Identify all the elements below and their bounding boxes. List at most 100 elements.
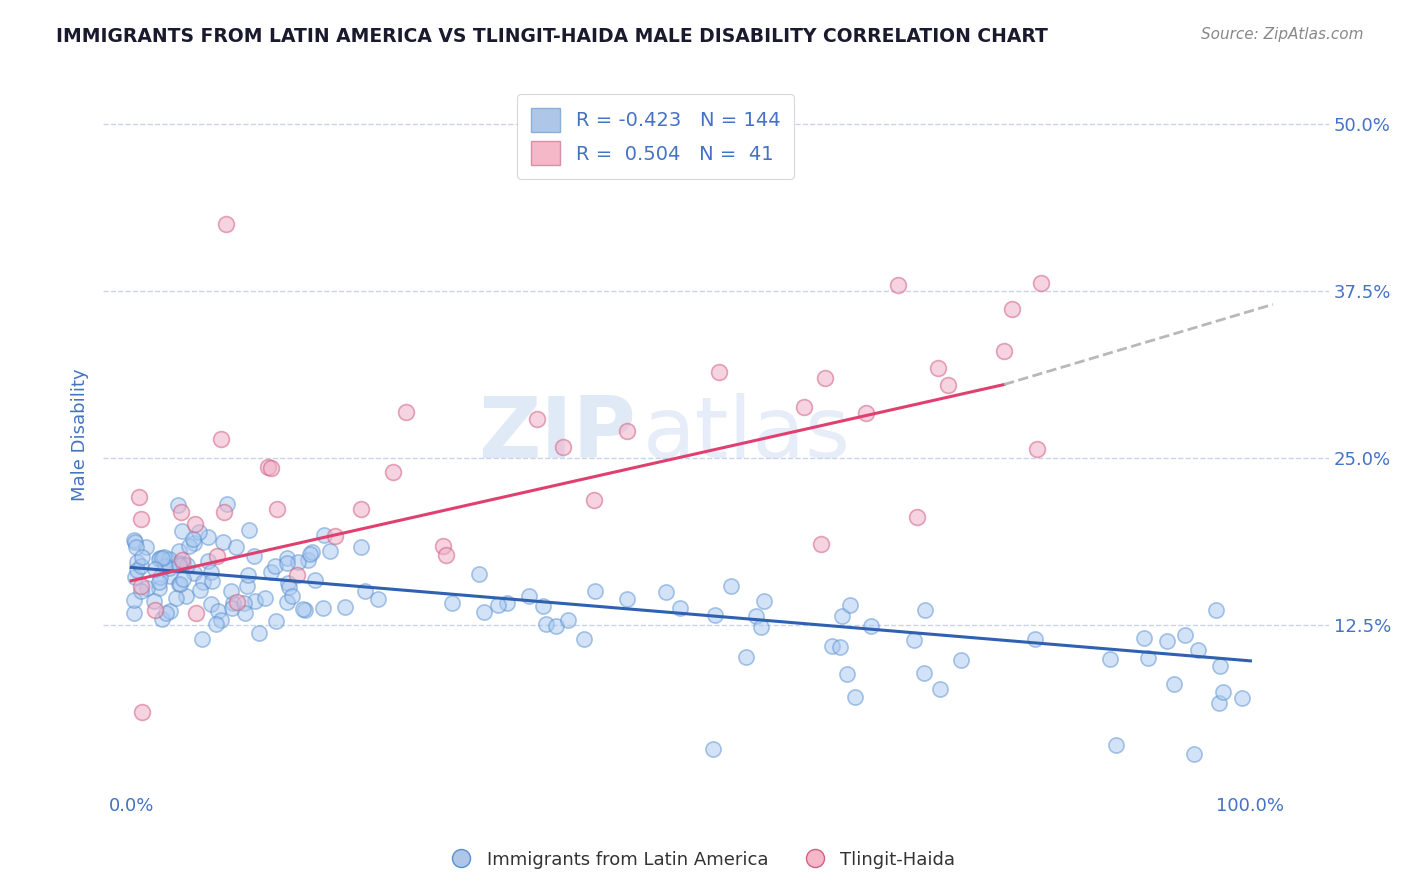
- Point: [1184, 747, 1206, 762]
- Point: [212, 505, 235, 519]
- Point: [207, 604, 229, 618]
- Point: [517, 589, 540, 603]
- Point: [1209, 658, 1232, 673]
- Point: [170, 505, 193, 519]
- Point: [381, 466, 404, 480]
- Point: [354, 583, 377, 598]
- Point: [936, 377, 959, 392]
- Point: [266, 501, 288, 516]
- Point: [225, 540, 247, 554]
- Point: [131, 705, 153, 719]
- Point: [157, 552, 180, 566]
- Point: [669, 600, 692, 615]
- Point: [124, 534, 146, 549]
- Point: [395, 405, 418, 419]
- Point: [1098, 652, 1121, 666]
- Point: [583, 584, 606, 599]
- Point: [534, 616, 557, 631]
- Point: [735, 650, 758, 665]
- Point: [838, 598, 860, 612]
- Point: [1212, 684, 1234, 698]
- Point: [122, 593, 145, 607]
- Point: [582, 492, 605, 507]
- Point: [276, 556, 298, 570]
- Point: [276, 595, 298, 609]
- Text: ZIP: ZIP: [478, 393, 637, 476]
- Point: [1025, 442, 1047, 456]
- Point: [349, 540, 371, 554]
- Point: [167, 543, 190, 558]
- Point: [136, 582, 159, 596]
- Point: [159, 604, 181, 618]
- Point: [263, 558, 285, 573]
- Point: [526, 412, 548, 426]
- Point: [150, 550, 173, 565]
- Point: [236, 579, 259, 593]
- Point: [205, 616, 228, 631]
- Point: [247, 625, 270, 640]
- Point: [200, 597, 222, 611]
- Text: IMMIGRANTS FROM LATIN AMERICA VS TLINGIT-HAIDA MALE DISABILITY CORRELATION CHART: IMMIGRANTS FROM LATIN AMERICA VS TLINGIT…: [56, 27, 1047, 45]
- Point: [553, 440, 575, 454]
- Point: [323, 529, 346, 543]
- Point: [157, 560, 180, 574]
- Point: [143, 603, 166, 617]
- Point: [301, 545, 323, 559]
- Point: [1136, 650, 1159, 665]
- Point: [128, 490, 150, 504]
- Point: [205, 549, 228, 564]
- Point: [1029, 277, 1052, 291]
- Point: [1156, 633, 1178, 648]
- Point: [131, 558, 153, 573]
- Point: [209, 432, 232, 446]
- Point: [278, 580, 301, 594]
- Point: [749, 620, 772, 634]
- Point: [1174, 628, 1197, 642]
- Point: [298, 547, 321, 561]
- Point: [222, 596, 245, 610]
- Point: [153, 549, 176, 564]
- Point: [177, 539, 200, 553]
- Point: [176, 590, 198, 604]
- Point: [167, 558, 190, 573]
- Point: [744, 609, 766, 624]
- Point: [256, 459, 278, 474]
- Point: [170, 553, 193, 567]
- Point: [905, 509, 928, 524]
- Point: [276, 550, 298, 565]
- Point: [814, 371, 837, 385]
- Point: [181, 533, 204, 547]
- Point: [287, 556, 309, 570]
- Point: [129, 579, 152, 593]
- Point: [531, 599, 554, 614]
- Point: [172, 573, 194, 587]
- Point: [232, 596, 254, 610]
- Point: [169, 577, 191, 591]
- Point: [292, 602, 315, 616]
- Point: [949, 653, 972, 667]
- Legend: Immigrants from Latin America, Tlingit-Haida: Immigrants from Latin America, Tlingit-H…: [441, 842, 965, 879]
- Point: [927, 361, 949, 376]
- Point: [149, 550, 172, 565]
- Point: [183, 566, 205, 580]
- Point: [167, 556, 190, 570]
- Point: [225, 595, 247, 609]
- Point: [183, 536, 205, 550]
- Point: [859, 618, 882, 632]
- Point: [367, 591, 389, 606]
- Point: [720, 579, 742, 593]
- Point: [165, 591, 187, 605]
- Point: [131, 550, 153, 565]
- Point: [209, 613, 232, 627]
- Point: [1132, 631, 1154, 645]
- Point: [125, 540, 148, 554]
- Point: [148, 581, 170, 595]
- Point: [211, 534, 233, 549]
- Point: [219, 584, 242, 599]
- Point: [887, 277, 910, 292]
- Point: [1187, 643, 1209, 657]
- Point: [1208, 697, 1230, 711]
- Point: [928, 681, 950, 696]
- Point: [125, 563, 148, 577]
- Point: [349, 502, 371, 516]
